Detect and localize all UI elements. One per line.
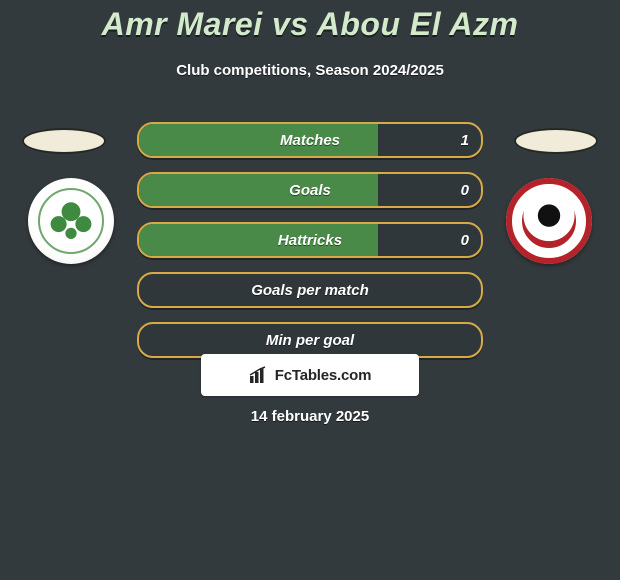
page-title: Amr Marei vs Abou El Azm xyxy=(0,6,620,43)
stat-bar-matches: Matches 1 xyxy=(137,122,483,158)
footer-date: 14 february 2025 xyxy=(0,408,620,425)
branding-text: FcTables.com xyxy=(275,367,372,384)
stat-label: Goals xyxy=(139,174,481,206)
stat-bar-hattricks: Hattricks 0 xyxy=(137,222,483,258)
club-crest-right xyxy=(506,178,592,264)
stat-label: Min per goal xyxy=(139,324,481,356)
stat-bars: Matches 1 Goals 0 Hattricks 0 Goals per … xyxy=(137,122,483,372)
comparison-card: Amr Marei vs Abou El Azm Club competitio… xyxy=(0,0,620,580)
al-masry-eagle-icon xyxy=(38,188,104,254)
club-crest-left xyxy=(28,178,114,264)
stat-label: Goals per match xyxy=(139,274,481,306)
stat-value: 0 xyxy=(461,174,469,206)
stat-bar-min-per-goal: Min per goal xyxy=(137,322,483,358)
bar-chart-icon xyxy=(249,366,271,384)
stat-value: 1 xyxy=(461,124,469,156)
stat-bar-goals: Goals 0 xyxy=(137,172,483,208)
stat-label: Hattricks xyxy=(139,224,481,256)
branding-box[interactable]: FcTables.com xyxy=(201,354,419,396)
player-chip-left xyxy=(22,128,106,154)
stat-value: 0 xyxy=(461,224,469,256)
crest-inner-icon xyxy=(520,192,578,250)
branding-logo: FcTables.com xyxy=(249,366,372,384)
stat-bar-goals-per-match: Goals per match xyxy=(137,272,483,308)
page-subtitle: Club competitions, Season 2024/2025 xyxy=(0,62,620,79)
stat-label: Matches xyxy=(139,124,481,156)
player-chip-right xyxy=(514,128,598,154)
